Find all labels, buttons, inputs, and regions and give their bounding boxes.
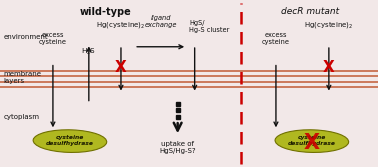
Text: Hg(cysteine)$_2$: Hg(cysteine)$_2$: [96, 20, 146, 30]
Text: decR mutant: decR mutant: [281, 7, 339, 16]
Text: Hg(cysteine)$_2$: Hg(cysteine)$_2$: [304, 20, 353, 30]
Text: X: X: [304, 133, 320, 153]
Text: cysteine
desulfhydrase: cysteine desulfhydrase: [288, 135, 336, 146]
Text: membrane
layers: membrane layers: [4, 71, 42, 84]
Text: environment: environment: [4, 34, 48, 40]
Text: X: X: [323, 60, 335, 75]
Text: cytoplasm: cytoplasm: [4, 114, 40, 120]
Text: X: X: [115, 60, 127, 75]
Text: excess
cysteine: excess cysteine: [262, 32, 290, 45]
Text: H$_2$S: H$_2$S: [81, 47, 96, 57]
Text: cysteine
desulfhydrase: cysteine desulfhydrase: [46, 135, 94, 146]
Ellipse shape: [275, 130, 349, 152]
Text: wild-type: wild-type: [80, 7, 132, 17]
Ellipse shape: [33, 130, 107, 152]
Text: HgS/
Hg-S cluster: HgS/ Hg-S cluster: [189, 20, 229, 33]
Text: uptake of
HgS/Hg-S?: uptake of HgS/Hg-S?: [160, 141, 196, 154]
Text: excess
cysteine: excess cysteine: [39, 32, 67, 45]
Text: ligand
exchange: ligand exchange: [144, 15, 177, 28]
